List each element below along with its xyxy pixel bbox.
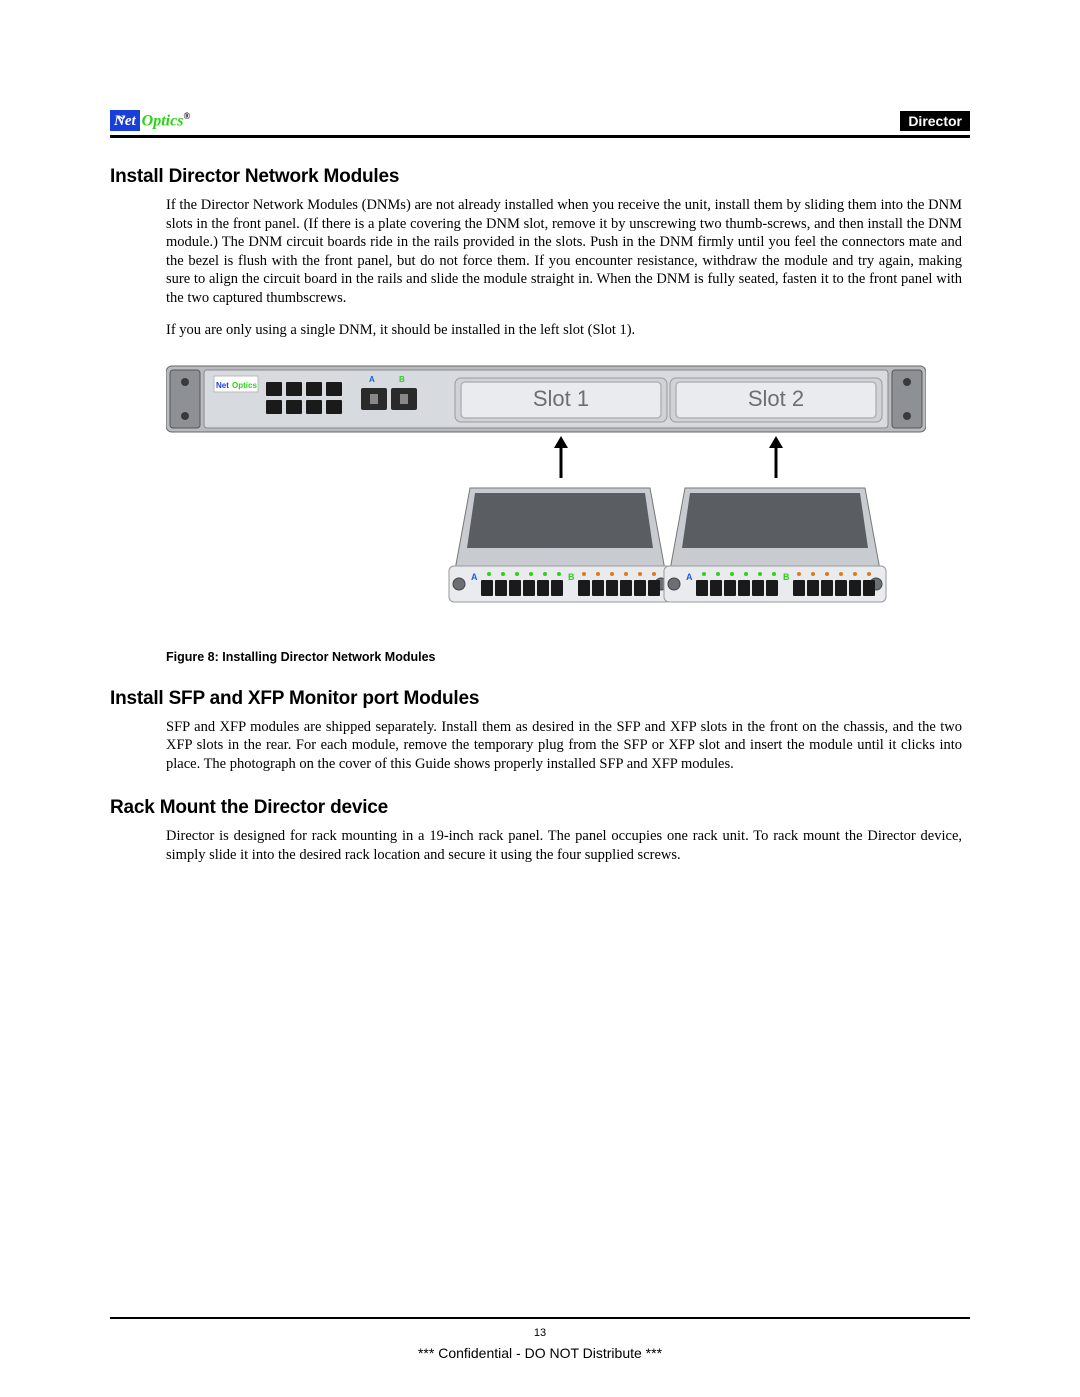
page-header: ~ Net Optics® Director — [110, 110, 970, 138]
director-badge: Director — [900, 111, 970, 131]
svg-text:Optics: Optics — [232, 381, 257, 390]
logo-net-box: ~ Net — [110, 110, 140, 131]
footer-rule — [110, 1317, 970, 1319]
svg-text:Slot 2: Slot 2 — [748, 386, 804, 411]
svg-text:B: B — [568, 572, 575, 582]
dnm-paragraph-2: If you are only using a single DNM, it s… — [166, 321, 962, 340]
logo-optics-text: Optics® — [142, 111, 191, 130]
svg-text:Net: Net — [216, 381, 229, 390]
svg-text:B: B — [399, 375, 405, 384]
logo: ~ Net Optics® — [110, 110, 190, 131]
device-illustration: NetOptics A B Slot 1 Slot 2 A B A B — [166, 360, 970, 640]
svg-text:B: B — [783, 572, 790, 582]
svg-text:A: A — [686, 572, 693, 582]
svg-text:A: A — [471, 572, 478, 582]
section-title-rack: Rack Mount the Director device — [110, 797, 970, 819]
logo-reg: ® — [183, 111, 190, 121]
figure-caption: Figure 8: Installing Director Network Mo… — [166, 650, 970, 664]
sfp-paragraph-1: SFP and XFP modules are shipped separate… — [166, 718, 962, 774]
page-number: 13 — [0, 1327, 1080, 1339]
confidential-notice: *** Confidential - DO NOT Distribute *** — [0, 1345, 1080, 1361]
section-title-sfp: Install SFP and XFP Monitor port Modules — [110, 688, 970, 710]
rack-paragraph-1: Director is designed for rack mounting i… — [166, 827, 962, 864]
figure-dnm-install: NetOptics A B Slot 1 Slot 2 A B A B — [166, 360, 970, 640]
dnm-paragraph-1: If the Director Network Modules (DNMs) a… — [166, 196, 962, 307]
section-title-dnm: Install Director Network Modules — [110, 166, 970, 188]
logo-tilde: ~ — [116, 108, 125, 126]
svg-text:Slot 1: Slot 1 — [533, 386, 589, 411]
svg-text:A: A — [369, 375, 375, 384]
